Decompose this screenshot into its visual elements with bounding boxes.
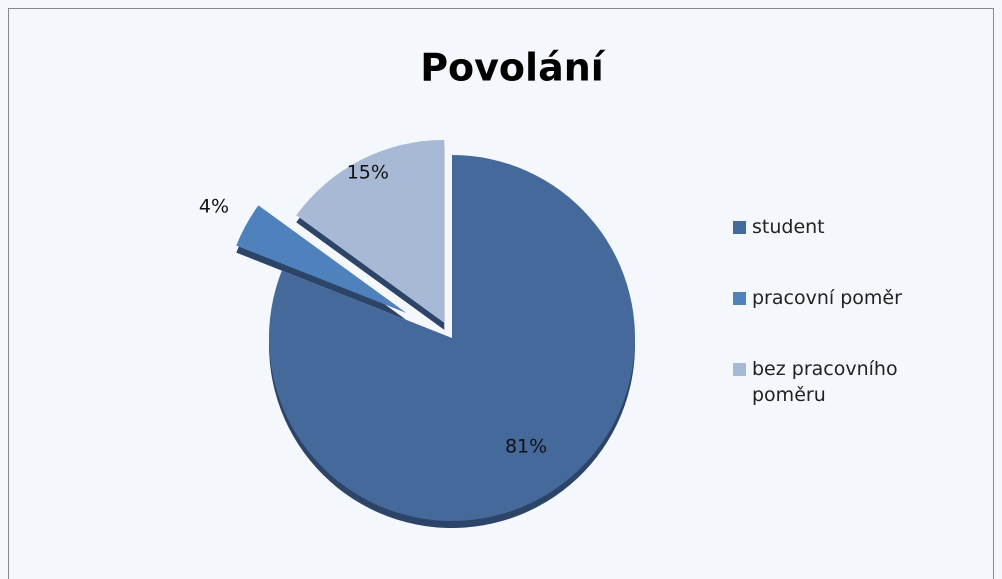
border (8, 8, 994, 579)
slice (268, 155, 635, 521)
legend-label: bez pracovního poměru (752, 358, 898, 406)
slice (236, 205, 407, 313)
data-label: 81% (505, 435, 547, 457)
legend-item: student (733, 214, 933, 240)
chart-title: Povolání (420, 46, 606, 90)
legend-swatch (733, 363, 746, 376)
legend-item: bez pracovního poměru (733, 356, 933, 408)
legend-swatch (733, 292, 746, 305)
legend-label: student (752, 216, 825, 238)
slice (296, 139, 445, 323)
legend-swatch (733, 221, 746, 234)
data-label: 4% (199, 196, 229, 218)
data-label: 15% (347, 161, 389, 183)
legend: student pracovní poměr bez pracovního pomě… (733, 214, 933, 453)
legend-item: pracovní poměr (733, 285, 933, 311)
legend-label: pracovní poměr (752, 287, 902, 309)
